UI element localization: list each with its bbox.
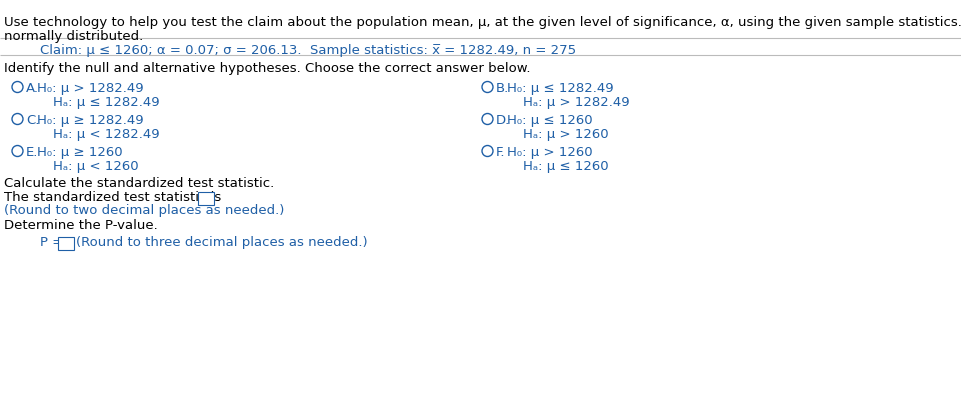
Text: A.: A. <box>26 82 39 95</box>
Text: H₀: μ ≥ 1282.49: H₀: μ ≥ 1282.49 <box>37 114 143 127</box>
Text: .: . <box>215 191 219 204</box>
Text: Identify the null and alternative hypotheses. Choose the correct answer below.: Identify the null and alternative hypoth… <box>4 62 530 75</box>
Text: Hₐ: μ < 1282.49: Hₐ: μ < 1282.49 <box>53 128 160 141</box>
Text: normally distributed.: normally distributed. <box>4 30 143 43</box>
Text: P =: P = <box>40 236 67 249</box>
FancyBboxPatch shape <box>58 237 74 250</box>
Text: H₀: μ ≤ 1260: H₀: μ ≤ 1260 <box>507 114 593 127</box>
Text: Calculate the standardized test statistic.: Calculate the standardized test statisti… <box>4 177 274 190</box>
Text: H₀: μ ≥ 1260: H₀: μ ≥ 1260 <box>37 146 123 159</box>
Text: H₀: μ > 1282.49: H₀: μ > 1282.49 <box>37 82 143 95</box>
Text: H₀: μ > 1260: H₀: μ > 1260 <box>507 146 593 159</box>
Text: Hₐ: μ > 1282.49: Hₐ: μ > 1282.49 <box>523 96 629 109</box>
Text: E.: E. <box>26 146 38 159</box>
Text: Hₐ: μ < 1260: Hₐ: μ < 1260 <box>53 160 138 173</box>
Text: C.: C. <box>26 114 39 127</box>
FancyBboxPatch shape <box>198 192 214 205</box>
Text: Hₐ: μ > 1260: Hₐ: μ > 1260 <box>523 128 608 141</box>
Text: The standardized test statistic is: The standardized test statistic is <box>4 191 226 204</box>
Text: Use technology to help you test the claim about the population mean, μ, at the g: Use technology to help you test the clai… <box>4 16 961 29</box>
Text: Hₐ: μ ≤ 1260: Hₐ: μ ≤ 1260 <box>523 160 608 173</box>
Text: H₀: μ ≤ 1282.49: H₀: μ ≤ 1282.49 <box>507 82 614 95</box>
Text: Claim: μ ≤ 1260; α = 0.07; σ = 206.13.  Sample statistics: x̅ = 1282.49, n = 275: Claim: μ ≤ 1260; α = 0.07; σ = 206.13. S… <box>40 44 577 57</box>
Text: B.: B. <box>496 82 509 95</box>
Text: D.: D. <box>496 114 510 127</box>
Text: (Round to three decimal places as needed.): (Round to three decimal places as needed… <box>76 236 368 249</box>
Text: F.: F. <box>496 146 505 159</box>
Text: Hₐ: μ ≤ 1282.49: Hₐ: μ ≤ 1282.49 <box>53 96 160 109</box>
Text: Determine the P-value.: Determine the P-value. <box>4 219 158 232</box>
Text: (Round to two decimal places as needed.): (Round to two decimal places as needed.) <box>4 204 284 217</box>
